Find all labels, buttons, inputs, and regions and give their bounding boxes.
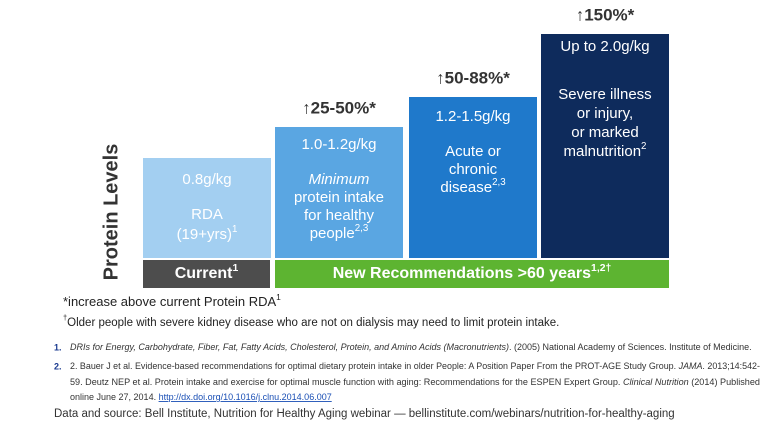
text-line: 0.8g/kg <box>182 171 231 188</box>
reference-number: 2. <box>54 361 62 371</box>
axis-label: Protein Levels <box>100 144 122 281</box>
text-segment: Acute or <box>445 143 501 160</box>
text-line: 1.2-1.5g/kg <box>435 108 510 125</box>
text-line: Up to 2.0g/kg <box>560 38 649 55</box>
text-segment: http://dx.doi.org/10.1016/j.clnu.2014.06… <box>159 392 332 402</box>
text-line: 2. Bauer J et al. Evidence-based recomme… <box>70 361 760 371</box>
tier-box <box>409 97 537 258</box>
band <box>143 260 270 288</box>
text-line: Minimum <box>309 171 370 188</box>
increase-label: ↑25-50%* <box>302 98 376 117</box>
text-line: †Older people with severe kidney disease… <box>63 313 559 329</box>
text-line: (19+yrs)1 <box>177 224 238 243</box>
text-segment: 1 <box>233 263 239 274</box>
text-segment: New Recommendations >60 years <box>333 265 591 282</box>
text-segment: people <box>310 225 355 242</box>
band <box>275 260 669 288</box>
text-line: for healthy <box>304 207 375 224</box>
increase-label: ↑50-88%* <box>436 68 510 87</box>
text-segment: 2 <box>641 141 646 152</box>
reference-number: 1. <box>54 342 62 352</box>
text-segment: Severe illness <box>558 86 651 103</box>
text-segment: Current <box>175 265 233 282</box>
text-segment: JAMA <box>678 361 703 371</box>
text-segment: 1 <box>276 292 281 302</box>
text-segment: † <box>63 313 67 322</box>
text-segment: DRIs for Energy, Carbohydrate, Fiber, Fa… <box>70 342 509 352</box>
text-segment: RDA <box>191 206 223 223</box>
text-segment: *increase above current Protein RDA <box>63 294 276 309</box>
text-line: or injury, <box>577 105 633 122</box>
text-segment: 2,3 <box>355 223 369 234</box>
text-segment: protein intake <box>294 189 384 206</box>
text-segment: for healthy <box>304 207 375 224</box>
text-line: malnutrition2 <box>564 141 647 160</box>
text-segment: 2,3 <box>492 177 506 188</box>
text-segment: (19+yrs) <box>177 226 232 243</box>
text-segment: Up to 2.0g/kg <box>560 38 649 55</box>
tier-box <box>275 127 403 258</box>
text-segment: or marked <box>571 124 639 141</box>
text-line: Severe illness <box>558 86 651 103</box>
text-line: RDA <box>191 206 223 223</box>
text-segment: 1 <box>232 224 237 235</box>
text-line: DRIs for Energy, Carbohydrate, Fiber, Fa… <box>70 342 752 352</box>
text-segment: 1,2† <box>591 263 611 274</box>
text-segment: Older people with severe kidney disease … <box>67 317 559 329</box>
text-line: 1.0-1.2g/kg <box>301 136 376 153</box>
text-segment: (2014) Published <box>689 377 760 387</box>
text-segment: 1.0-1.2g/kg <box>301 136 376 153</box>
text-line: Current1 <box>175 263 239 282</box>
text-line: *increase above current Protein RDA1 <box>63 292 281 309</box>
text-line: people2,3 <box>310 223 369 242</box>
text-segment: 1.2-1.5g/kg <box>435 108 510 125</box>
text-segment: . (2005) National Academy of Sciences. I… <box>509 342 752 352</box>
text-segment: or injury, <box>577 105 633 122</box>
text-segment: 2. Bauer J et al. Evidence-based recomme… <box>70 361 679 371</box>
source: Data and source: Bell Institute, Nutriti… <box>54 408 675 420</box>
text-segment: online June 27, 2014. <box>70 392 159 402</box>
text-segment: . 2013;14:542- <box>702 361 760 371</box>
text-segment: Clinical Nutrition <box>623 377 689 387</box>
text-line: protein intake <box>294 189 384 206</box>
increase-label: ↑150%* <box>576 5 635 24</box>
text-line: Acute or <box>445 143 501 160</box>
tier-box <box>541 34 669 258</box>
text-line: 59. Deutz NEP et al. Protein intake and … <box>70 377 760 387</box>
text-segment: Minimum <box>309 171 370 188</box>
text-segment: 0.8g/kg <box>182 171 231 188</box>
text-segment: 59. Deutz NEP et al. Protein intake and … <box>70 377 623 387</box>
text-line: chronic <box>449 161 498 178</box>
text-segment: malnutrition <box>564 143 642 160</box>
text-segment: chronic <box>449 161 498 178</box>
text-line: online June 27, 2014. http://dx.doi.org/… <box>70 392 332 402</box>
text-line: disease2,3 <box>440 177 505 196</box>
text-segment: disease <box>440 179 492 196</box>
text-line: or marked <box>571 124 639 141</box>
tier-box <box>143 158 271 258</box>
text-line: New Recommendations >60 years1,2† <box>333 263 612 282</box>
